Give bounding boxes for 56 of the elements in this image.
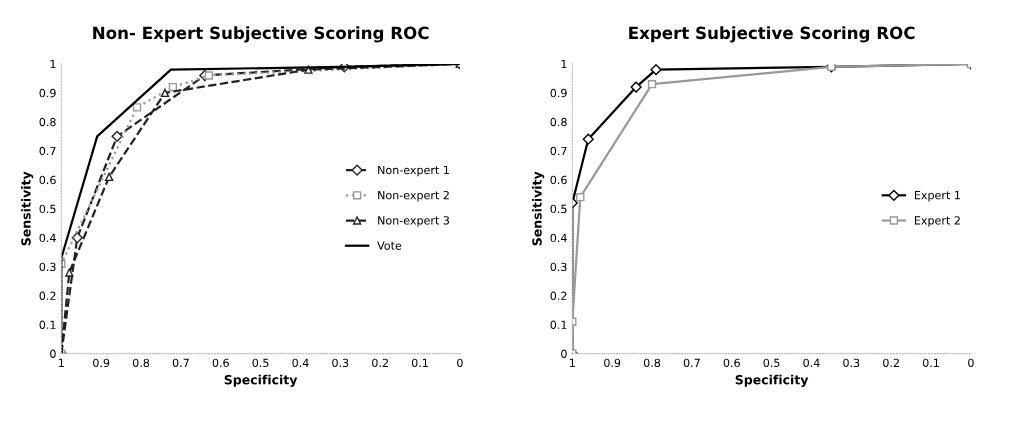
x-tick-label: 0.7 bbox=[683, 358, 700, 368]
x-tick-label: 0.2 bbox=[883, 358, 899, 368]
legend-label: Expert 2 bbox=[914, 216, 960, 227]
x-tick-label: 0.9 bbox=[93, 358, 110, 368]
x-axis-title: Specificity bbox=[224, 374, 298, 387]
x-tick-label: 0.3 bbox=[843, 358, 860, 368]
y-tick-label: 0.6 bbox=[550, 175, 567, 185]
x-tick-label: 0.5 bbox=[763, 358, 780, 368]
y-tick-label: 0.3 bbox=[550, 262, 567, 272]
y-tick-label: 0.5 bbox=[39, 204, 56, 214]
y-tick-label: 0.9 bbox=[39, 88, 56, 98]
y-tick-label: 0.4 bbox=[39, 233, 56, 243]
y-tick-label: 0.7 bbox=[550, 146, 567, 156]
y-tick-label: 1 bbox=[50, 60, 56, 69]
y-tick-label: 0 bbox=[561, 349, 567, 358]
x-tick-label: 0.8 bbox=[132, 358, 150, 368]
x-tick-label: 0.1 bbox=[411, 358, 428, 368]
x-tick-label: 0.7 bbox=[172, 358, 189, 368]
x-tick-label: 0.6 bbox=[723, 358, 740, 368]
chart-title: Expert Subjective Scoring ROC bbox=[629, 26, 915, 43]
y-tick-label: 0.6 bbox=[39, 175, 56, 185]
x-tick-label: 0.5 bbox=[252, 358, 269, 368]
legend-label: Non-expert 3 bbox=[378, 216, 450, 227]
x-tick-label: 0.8 bbox=[643, 358, 661, 368]
x-tick-label: 0.6 bbox=[212, 358, 229, 368]
x-tick-label: 0.4 bbox=[292, 358, 309, 368]
y-axis-title: Sensitivity bbox=[21, 171, 34, 246]
y-tick-label: 1 bbox=[561, 60, 567, 69]
y-tick-label: 0.4 bbox=[550, 233, 567, 243]
x-tick-label: 0 bbox=[457, 358, 463, 368]
y-tick-label: 0.3 bbox=[39, 262, 56, 272]
legend-label: Vote bbox=[377, 241, 402, 250]
y-tick-label: 0.9 bbox=[550, 88, 567, 98]
legend-label: Non-expert 2 bbox=[378, 190, 449, 202]
y-tick-label: 0 bbox=[50, 349, 56, 358]
legend-label: Non-expert 1 bbox=[378, 165, 449, 177]
x-tick-label: 0 bbox=[968, 358, 974, 368]
x-tick-label: 1 bbox=[59, 358, 64, 367]
y-tick-label: 0.8 bbox=[39, 117, 56, 127]
y-tick-label: 0.5 bbox=[550, 204, 567, 214]
y-tick-label: 0.1 bbox=[550, 320, 567, 329]
x-tick-label: 0.2 bbox=[372, 358, 388, 368]
x-tick-label: 1 bbox=[570, 358, 575, 367]
x-tick-label: 0.1 bbox=[922, 358, 939, 368]
x-axis-title: Specificity bbox=[735, 374, 809, 387]
y-tick-label: 0.1 bbox=[39, 320, 56, 329]
y-tick-label: 0.2 bbox=[550, 291, 567, 301]
x-tick-label: 0.3 bbox=[332, 358, 349, 368]
x-tick-label: 0.4 bbox=[803, 358, 820, 368]
chart-title: Non- Expert Subjective Scoring ROC bbox=[93, 26, 429, 43]
y-tick-label: 0.8 bbox=[550, 117, 567, 127]
legend-label: Expert 1 bbox=[914, 191, 960, 202]
x-tick-label: 0.9 bbox=[604, 358, 621, 368]
y-tick-label: 0.2 bbox=[39, 291, 56, 301]
y-tick-label: 0.7 bbox=[39, 146, 56, 156]
y-axis-title: Sensitivity bbox=[532, 171, 545, 246]
